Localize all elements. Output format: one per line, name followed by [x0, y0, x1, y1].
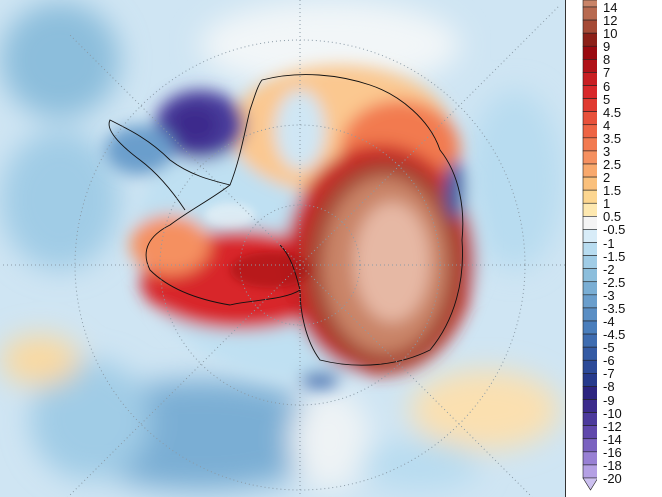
colorbar-swatch — [582, 255, 597, 269]
colorbar-swatch — [582, 346, 597, 361]
colorbar-tick-label: -1 — [603, 235, 615, 251]
colorbar-swatch — [582, 438, 597, 453]
colorbar-tick-label: 1.5 — [603, 183, 622, 199]
colorbar-tick-label: 4.5 — [603, 104, 622, 120]
colorbar-tick-label: 8 — [603, 52, 611, 68]
colorbar-tick-label: -1.5 — [603, 248, 626, 264]
colorbar-swatch — [582, 137, 597, 152]
colorbar-swatch — [582, 229, 597, 243]
map-canvas — [0, 0, 565, 497]
colorbar-tick-label: 2 — [603, 170, 611, 186]
colorbar-tick-label: -18 — [603, 457, 622, 473]
colorbar-swatch — [582, 98, 597, 112]
colorbar-swatch — [582, 268, 597, 283]
colorbar-swatch — [582, 464, 597, 479]
colorbar-swatch — [582, 85, 597, 99]
colorbar-swatch — [582, 32, 597, 47]
colorbar-tick-label: 10 — [603, 26, 618, 42]
colorbar-swatch — [582, 333, 597, 348]
colorbar-swatches — [582, 0, 597, 491]
colorbar-tick-label: 2.5 — [603, 157, 622, 172]
colorbar-extend-triangle — [582, 477, 597, 491]
colorbar-swatch — [582, 202, 597, 217]
colorbar-swatch — [582, 163, 597, 178]
colorbar: 14 12 10 9 8 7 6 5 4.5 4 3.5 3 2.5 2 1.5 1 0.5 -0.5 -1 -1.5… — [567, 0, 662, 497]
colorbar-swatch — [582, 189, 597, 204]
colorbar-swatch — [582, 242, 597, 256]
colorbar-swatch — [582, 111, 597, 126]
colorbar-tick-label: -14 — [603, 431, 622, 447]
colorbar-tick-label: 5 — [603, 91, 611, 107]
colorbar-tick-label: 0.5 — [603, 209, 622, 225]
colorbar-swatch — [582, 216, 597, 230]
colorbar-swatch — [582, 294, 597, 309]
graticule — [0, 0, 565, 497]
colorbar-swatch — [582, 451, 597, 466]
colorbar-tick-label: 12 — [603, 13, 618, 29]
colorbar-tick-label: 6 — [603, 78, 611, 94]
colorbar-swatch — [582, 59, 597, 73]
colorbar-tick-label: -2 — [603, 261, 615, 277]
colorbar-tick-label: -5 — [603, 340, 615, 356]
colorbar-tick-label: -2.5 — [603, 274, 626, 290]
colorbar-tick-label: -4.5 — [603, 327, 626, 343]
colorbar-swatch — [582, 425, 597, 440]
colorbar-swatch — [582, 72, 597, 86]
colorbar-swatch — [582, 399, 597, 413]
temperature-anomaly-map — [0, 0, 565, 497]
colorbar-tick-label: -16 — [603, 444, 622, 460]
colorbar-swatch — [582, 124, 597, 139]
colorbar-swatch — [582, 176, 597, 191]
colorbar-tick-label: 3 — [603, 143, 611, 159]
fine-structure — [205, 203, 310, 288]
colorbar-tick-label: 7 — [603, 65, 611, 81]
colorbar-swatch — [582, 19, 597, 34]
colorbar-swatch — [582, 6, 597, 21]
colorbar-swatch — [582, 45, 597, 60]
colorbar-tick-label: 3.5 — [603, 130, 622, 146]
colorbar-swatch — [582, 412, 597, 426]
colorbar-tick-label: 9 — [603, 39, 611, 55]
colorbar-swatch — [582, 0, 597, 8]
colorbar-swatch — [582, 150, 597, 165]
colorbar-tick-label: -6 — [603, 353, 615, 369]
ocean-anomaly-field — [0, 1, 563, 490]
colorbar-tick-label: -3 — [603, 287, 615, 303]
colorbar-swatch — [582, 307, 597, 322]
colorbar-tick-label: 14 — [603, 0, 618, 15]
colorbar-tick-label: -3.5 — [603, 300, 626, 316]
colorbar-tick-label: -9 — [603, 392, 615, 408]
colorbar-tick-label: 4 — [603, 117, 611, 133]
colorbar-tick-label: -20 — [603, 471, 622, 486]
colorbar-tick-label: -12 — [603, 418, 622, 434]
colorbar-tick-label: -10 — [603, 405, 622, 421]
colorbar-swatch — [582, 359, 597, 374]
colorbar-tick-label: 1 — [603, 196, 611, 212]
map-frame — [565, 0, 566, 497]
colorbar-tick-label: -4 — [603, 314, 615, 329]
colorbar-swatch — [582, 320, 597, 335]
colorbar-swatch — [582, 281, 597, 296]
colorbar-tick-label: -8 — [603, 379, 615, 395]
colorbar-tick-label: -7 — [603, 366, 615, 382]
continent-anomaly-field — [105, 65, 485, 388]
colorbar-tick-label: -0.5 — [603, 222, 626, 238]
colorbar-swatch — [582, 386, 597, 400]
colorbar-swatch — [582, 373, 597, 387]
